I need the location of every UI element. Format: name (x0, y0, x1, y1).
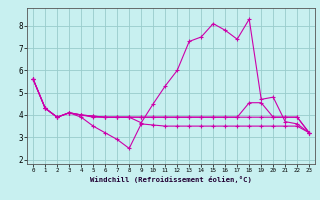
X-axis label: Windchill (Refroidissement éolien,°C): Windchill (Refroidissement éolien,°C) (90, 176, 252, 183)
